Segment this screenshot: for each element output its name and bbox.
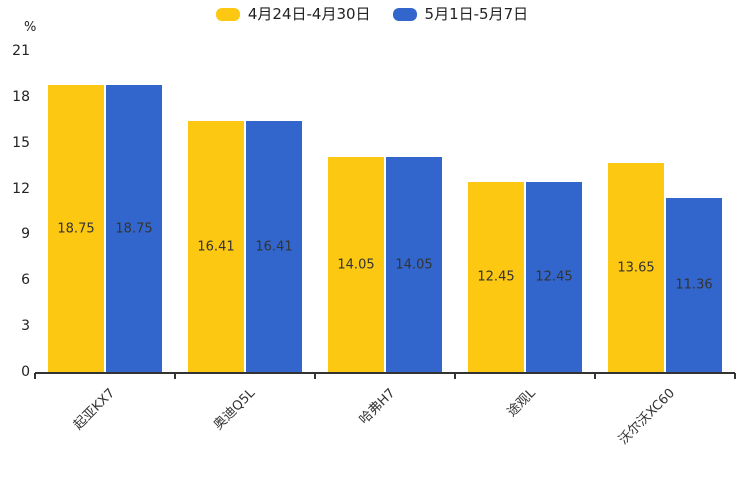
y-axis-unit: % xyxy=(24,20,37,35)
bar-series2: 11.36 xyxy=(666,198,722,372)
bar-series1: 16.41 xyxy=(188,121,244,372)
x-axis-label: 沃尔沃XC60 xyxy=(616,385,679,448)
bar-value-label: 13.65 xyxy=(617,260,655,276)
bar-value-label: 16.41 xyxy=(197,239,235,255)
bar-series2: 14.05 xyxy=(386,157,442,372)
bar-series2: 18.75 xyxy=(106,85,162,372)
x-axis-tick xyxy=(454,373,456,379)
bar-value-label: 16.41 xyxy=(255,239,293,255)
legend-item-week1[interactable]: 4月24日-4月30日 xyxy=(215,5,371,23)
bar-value-label: 12.45 xyxy=(535,269,573,285)
y-tick-label: 9 xyxy=(21,226,30,243)
y-tick-label: 0 xyxy=(21,364,30,380)
x-axis-tick xyxy=(174,373,176,379)
x-axis-tick xyxy=(594,373,596,379)
bar-value-label: 12.45 xyxy=(477,269,515,285)
y-tick-label: 3 xyxy=(21,318,30,335)
x-axis-tick xyxy=(314,373,316,379)
legend-item-week2[interactable]: 5月1日-5月7日 xyxy=(392,5,529,23)
x-axis-label: 起亚KX7 xyxy=(71,385,119,433)
x-axis-tick xyxy=(734,373,736,379)
y-tick-label: 18 xyxy=(12,88,30,105)
bar-series2: 16.41 xyxy=(246,121,302,372)
x-axis-tick xyxy=(34,373,36,379)
bar-series1: 12.45 xyxy=(468,181,524,372)
legend-swatch xyxy=(215,7,240,21)
legend-label: 5月1日-5月7日 xyxy=(424,5,529,23)
legend: 4月24日-4月30日 5月1日-5月7日 xyxy=(0,5,744,23)
y-tick-label: 21 xyxy=(12,43,30,59)
bar-value-label: 18.75 xyxy=(115,221,153,237)
legend-label: 4月24日-4月30日 xyxy=(247,5,371,23)
bar-value-label: 14.05 xyxy=(337,257,375,273)
y-tick-label: 6 xyxy=(21,272,30,289)
bar-series1: 14.05 xyxy=(328,157,384,372)
x-axis-label: 哈弗H7 xyxy=(356,385,399,428)
x-axis-line xyxy=(35,372,735,374)
legend-swatch xyxy=(392,7,417,21)
x-axis-label: 奥迪Q5L xyxy=(211,385,259,434)
y-tick-label: 12 xyxy=(12,180,30,197)
bar-value-label: 14.05 xyxy=(395,257,433,273)
bar-value-label: 18.75 xyxy=(57,221,95,237)
x-axis-label: 途观L xyxy=(504,385,539,420)
bar-series1: 18.75 xyxy=(48,85,104,372)
bar-series2: 12.45 xyxy=(526,181,582,372)
bar-series1: 13.65 xyxy=(608,163,664,372)
y-tick-label: 15 xyxy=(12,134,30,151)
bar-value-label: 11.36 xyxy=(675,277,713,293)
